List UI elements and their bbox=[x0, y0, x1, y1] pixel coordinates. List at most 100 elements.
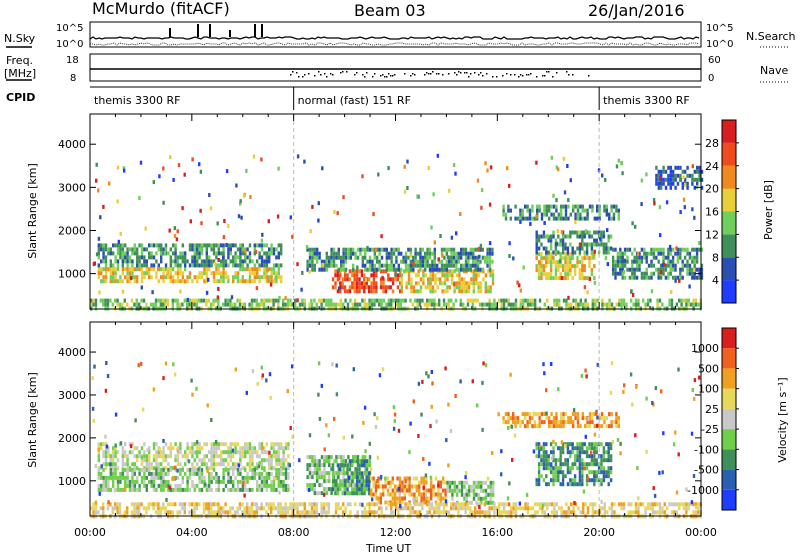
heatmap-cell bbox=[262, 298, 266, 303]
heatmap-cell bbox=[114, 443, 117, 448]
heatmap-cell bbox=[696, 181, 699, 186]
heatmap-cell bbox=[654, 386, 657, 391]
heatmap-cell bbox=[476, 298, 479, 303]
heatmap-cell bbox=[550, 424, 553, 429]
heatmap-cell bbox=[232, 275, 235, 280]
heatmap-cell bbox=[412, 261, 415, 266]
heatmap-cell bbox=[389, 285, 392, 290]
heatmap-cell bbox=[272, 263, 276, 268]
heatmap-cell bbox=[428, 255, 432, 260]
heatmap-cell bbox=[118, 510, 122, 515]
heatmap-cell bbox=[446, 484, 449, 489]
heatmap-cell bbox=[210, 475, 213, 480]
heatmap-cell bbox=[367, 471, 371, 476]
heatmap-cell bbox=[392, 426, 396, 431]
heatmap-cell bbox=[255, 298, 258, 303]
heatmap-cell bbox=[260, 471, 264, 476]
heatmap-cell bbox=[605, 424, 608, 429]
heatmap-cell bbox=[697, 302, 700, 307]
heatmap-cell bbox=[148, 255, 151, 260]
heatmap-cell bbox=[552, 193, 555, 198]
heatmap-cell bbox=[111, 510, 114, 515]
heatmap-cell bbox=[526, 204, 529, 209]
heatmap-cell bbox=[671, 275, 675, 280]
heatmap-cell bbox=[196, 454, 199, 459]
heatmap-cell bbox=[155, 259, 158, 264]
heatmap-cell bbox=[210, 510, 213, 515]
heatmap-cell bbox=[162, 450, 165, 455]
heatmap-cell bbox=[693, 255, 696, 260]
heatmap-cell bbox=[679, 267, 682, 272]
heatmap-cell bbox=[472, 247, 475, 252]
heatmap-cell bbox=[347, 455, 350, 460]
noise-panel: N.Sky 10^5 10^0 10^5 10^0 N.Search bbox=[4, 21, 796, 50]
heatmap-cell bbox=[222, 506, 225, 511]
heatmap-cell bbox=[637, 506, 640, 511]
heatmap-cell bbox=[424, 493, 428, 498]
heatmap-cell bbox=[486, 510, 489, 515]
heatmap-cell bbox=[215, 479, 218, 484]
heatmap-cell bbox=[270, 279, 273, 284]
heatmap-cell bbox=[123, 168, 126, 173]
heatmap-cell bbox=[212, 450, 216, 455]
heatmap-cell bbox=[433, 247, 436, 252]
heatmap-cell bbox=[380, 302, 383, 307]
heatmap-cell bbox=[652, 198, 656, 202]
heatmap-cell bbox=[217, 442, 220, 447]
heatmap-cell bbox=[566, 462, 570, 467]
heatmap-cell bbox=[124, 483, 127, 488]
heatmap-cell bbox=[651, 502, 654, 507]
heatmap-cell bbox=[402, 255, 405, 260]
heatmap-cell bbox=[107, 450, 110, 455]
heatmap-cell bbox=[538, 208, 541, 213]
heatmap-cell bbox=[246, 446, 249, 451]
heatmap-cell bbox=[341, 459, 344, 464]
heatmap-cell bbox=[123, 510, 126, 515]
heatmap-cell bbox=[143, 259, 146, 264]
heatmap-cell bbox=[569, 272, 572, 277]
heatmap-cell bbox=[590, 234, 594, 239]
heatmap-cell bbox=[526, 424, 529, 429]
heatmap-cell bbox=[260, 475, 264, 480]
heatmap-cell bbox=[414, 298, 417, 303]
heatmap-cell bbox=[203, 475, 206, 480]
heatmap-cell bbox=[482, 496, 485, 501]
heatmap-cell bbox=[174, 279, 177, 284]
heatmap-cell bbox=[417, 273, 420, 278]
heatmap-cell bbox=[389, 277, 392, 282]
heatmap-cell bbox=[681, 275, 684, 280]
heatmap-cell bbox=[581, 474, 584, 479]
heatmap-cell bbox=[634, 502, 638, 507]
heatmap-cell bbox=[462, 502, 465, 507]
heatmap-cell bbox=[336, 487, 340, 492]
heatmap-cell bbox=[536, 412, 539, 417]
heatmap-cell bbox=[200, 243, 204, 248]
heatmap-cell bbox=[560, 212, 563, 217]
heatmap-cell bbox=[521, 412, 524, 417]
heatmap-cell bbox=[387, 285, 390, 290]
heatmap-cell bbox=[164, 302, 167, 307]
heatmap-cell bbox=[203, 462, 206, 467]
heatmap-cell bbox=[212, 502, 215, 507]
heatmap-cell bbox=[97, 251, 100, 256]
heatmap-cell bbox=[477, 246, 481, 251]
heatmap-cell bbox=[649, 298, 652, 303]
heatmap-cell bbox=[633, 275, 636, 280]
heatmap-cell bbox=[380, 506, 383, 511]
heatmap-cell bbox=[414, 502, 417, 507]
heatmap-cell bbox=[564, 204, 568, 209]
heatmap-cell bbox=[183, 298, 186, 303]
heatmap-cell bbox=[676, 251, 680, 256]
heatmap-cell bbox=[320, 259, 324, 264]
heatmap-cell bbox=[143, 275, 146, 280]
heatmap-cell bbox=[390, 510, 393, 515]
heatmap-cell bbox=[448, 484, 452, 489]
heatmap-cell bbox=[253, 467, 256, 472]
heatmap-cell bbox=[600, 242, 603, 247]
heatmap-cell bbox=[114, 475, 117, 480]
heatmap-cell bbox=[446, 255, 450, 260]
heatmap-cell bbox=[280, 446, 283, 451]
heatmap-cell bbox=[248, 487, 252, 492]
heatmap-cell bbox=[404, 259, 408, 264]
